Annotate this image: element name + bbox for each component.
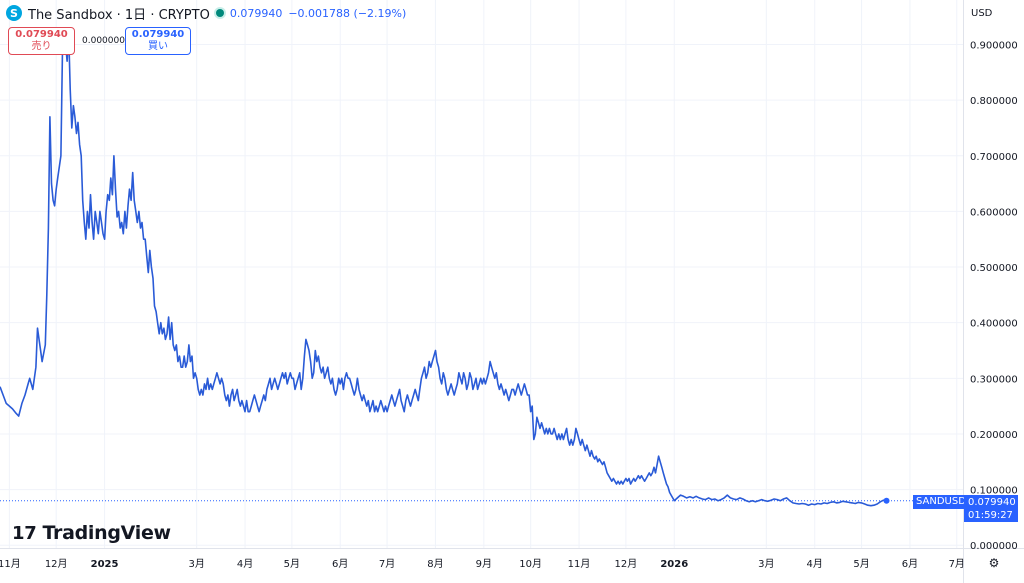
series-line <box>0 32 887 507</box>
x-tick-label: 11月 <box>568 558 591 570</box>
symbol-title[interactable]: The Sandbox · 1日 · CRYPTO <box>28 7 210 23</box>
sandbox-logo-icon: S <box>6 5 22 21</box>
x-tick-label: 12月 <box>615 558 638 570</box>
y-tick-label: 0.800000 <box>970 96 1018 107</box>
market-open-icon <box>215 9 224 17</box>
price-axis-labels: 0.900000 0.800000 0.700000 0.600000 0.500000… <box>970 41 1018 553</box>
buy-button[interactable]: 0.079940 買い <box>125 27 191 55</box>
chart-header: S The Sandbox · 1日 · CRYPTO 0.079940 −0.… <box>6 3 406 23</box>
x-tick-label: 12月 <box>45 558 68 570</box>
x-tick-label: 2025 <box>91 559 119 570</box>
x-tick-label: 6月 <box>332 558 348 570</box>
x-tick-label: 7月 <box>949 558 965 570</box>
x-tick-label: 5月 <box>284 558 300 570</box>
sell-price: 0.079940 <box>15 29 68 40</box>
last-price-dot <box>883 497 890 504</box>
y-tick-label: 0.100000 <box>970 486 1018 497</box>
buy-price: 0.079940 <box>131 29 185 40</box>
x-tick-label: 7月 <box>379 558 395 570</box>
x-tick-label: 6月 <box>902 558 918 570</box>
symbol-price-tag: SANDUSD <box>913 495 969 509</box>
spread-value: 0.000000 <box>82 36 125 46</box>
y-tick-label: 0.300000 <box>970 374 1018 385</box>
y-tick-label: 0.600000 <box>970 207 1018 218</box>
last-price: 0.079940 <box>229 6 283 20</box>
last-price-tag: 0.079940 01:59:27 <box>964 495 1018 522</box>
settings-icon[interactable]: ⚙ <box>988 556 1000 570</box>
x-tick-label: 8月 <box>427 558 443 570</box>
tradingview-logo-text: TradingView <box>42 522 171 544</box>
y-tick-label: 0.200000 <box>970 430 1018 441</box>
vertical-gridlines <box>8 0 958 548</box>
x-tick-label: 4月 <box>237 558 253 570</box>
x-tick-label: 4月 <box>807 558 823 570</box>
x-tick-label: 5月 <box>853 558 869 570</box>
x-tick-label: 9月 <box>476 558 492 570</box>
price-change: −0.001788 (−2.19%) <box>288 6 407 20</box>
y-tick-label: 0.500000 <box>970 263 1018 274</box>
bar-countdown: 01:59:27 <box>968 510 1013 521</box>
tradingview-logo[interactable]: 17 TradingView <box>12 522 171 544</box>
x-tick-label: 10月 <box>519 558 542 570</box>
y-tick-label: 0.900000 <box>970 41 1018 52</box>
time-axis-labels: 11月 12月 2025 3月 4月 5月 6月 7月 8月 9月 10月 11月 12月 2026 3月 4… <box>0 558 965 570</box>
last-price-tag-value: 0.079940 <box>968 497 1016 508</box>
sell-button[interactable]: 0.079940 売り <box>8 27 75 55</box>
currency-selector[interactable]: USD <box>971 7 993 19</box>
y-tick-label: 0.000000 <box>970 541 1018 552</box>
x-tick-label: 11月 <box>0 558 21 570</box>
buy-label: 買い <box>148 41 168 52</box>
x-tick-label: 3月 <box>758 558 774 570</box>
sell-label: 売り <box>31 41 52 52</box>
horizontal-gridlines <box>0 44 963 546</box>
tradingview-logo-icon: 17 <box>12 522 37 544</box>
x-tick-label: 3月 <box>188 558 204 570</box>
y-tick-label: 0.700000 <box>970 152 1018 163</box>
x-tick-label: 2026 <box>660 559 688 570</box>
y-tick-label: 0.400000 <box>970 319 1018 330</box>
